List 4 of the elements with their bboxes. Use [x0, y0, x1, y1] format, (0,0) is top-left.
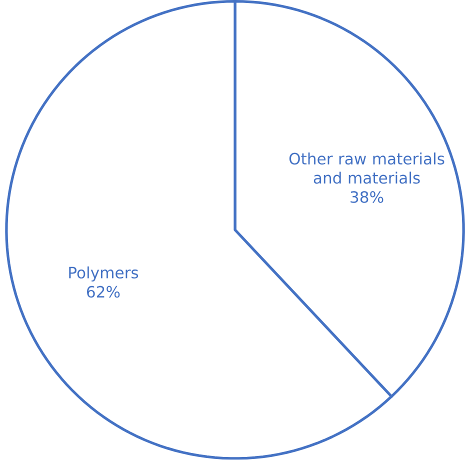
slice-label: Polymers [69, 266, 138, 282]
slice-label: Other raw materials and materials [289, 152, 444, 184]
data-label: 38% [350, 191, 384, 204]
data-label: 62% [87, 286, 120, 298]
